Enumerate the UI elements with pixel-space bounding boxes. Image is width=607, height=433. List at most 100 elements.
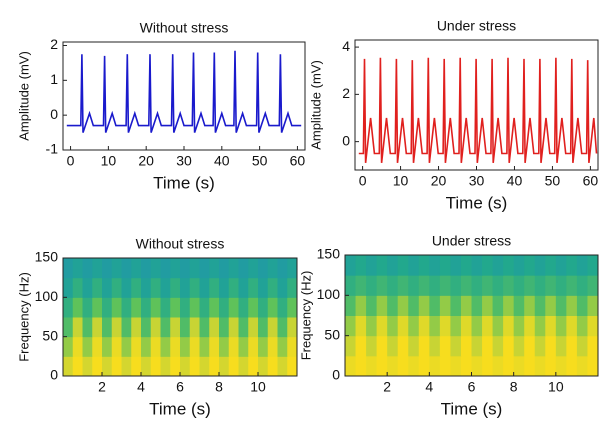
heatmap-cell (576, 355, 588, 377)
heatmap-cell (513, 295, 525, 316)
heatmap-cell (219, 356, 230, 377)
heatmap-cell (267, 356, 278, 377)
y-tick-label: 2 (50, 36, 58, 52)
heatmap-cell (587, 355, 599, 377)
heatmap-cell (72, 356, 83, 377)
heatmap-cell (450, 255, 462, 276)
heatmap-cell (408, 335, 420, 357)
x-axis-label: Time (s) (446, 193, 508, 212)
heatmap-cell (366, 275, 378, 296)
heatmap-cell (111, 277, 122, 298)
heatmap-cell (566, 335, 578, 357)
heatmap-cell (576, 335, 588, 357)
x-tick-label: 2 (98, 379, 106, 395)
heatmap-cell (471, 275, 483, 296)
heatmap-cell (131, 317, 142, 338)
heatmap-cell (102, 336, 113, 357)
heatmap-cell (228, 297, 239, 318)
y-axis-label: Frequency (Hz) (16, 272, 31, 362)
heatmap-cell (534, 295, 546, 316)
heatmap-cell (150, 297, 161, 318)
heatmap-cell (258, 277, 269, 298)
heatmap-cell (376, 315, 388, 337)
heatmap-cell (209, 317, 220, 338)
heatmap-cell (219, 336, 230, 357)
heatmap-cell (258, 258, 269, 279)
heatmap-cell (503, 275, 515, 296)
heatmap-cell (429, 255, 441, 276)
heatmap-cell (72, 297, 83, 318)
x-tick-label: 30 (469, 173, 485, 189)
chart-title: Without stress (136, 236, 225, 252)
heatmap-cell (141, 297, 152, 318)
heatmap-cell (228, 277, 239, 298)
heatmap-cell (111, 258, 122, 279)
x-axis-label: Time (s) (153, 173, 215, 192)
heatmap-cell (72, 258, 83, 279)
heatmap-cell (170, 336, 181, 357)
heatmap-cell (513, 255, 525, 276)
y-axis-label: Amplitude (mV) (308, 60, 323, 150)
heatmap-cell (492, 255, 504, 276)
heatmap-cell (387, 355, 399, 377)
heatmap-cell (277, 317, 288, 338)
chart-title: Under stress (432, 233, 511, 249)
heatmap-cell (199, 297, 210, 318)
heatmap-cell (287, 297, 298, 318)
y-tick-label: -1 (46, 141, 59, 157)
heatmap-cell (209, 297, 220, 318)
heatmap-cell (248, 356, 259, 377)
heatmap-cell (492, 355, 504, 377)
heatmap-cell (238, 297, 249, 318)
heatmap-cell (131, 297, 142, 318)
heatmap-cell (555, 275, 567, 296)
x-tick-label: 40 (214, 153, 230, 169)
heatmap-cell (366, 255, 378, 276)
heatmap-cell (418, 335, 430, 357)
heatmap-cell (576, 255, 588, 276)
x-tick-label: 2 (383, 379, 391, 395)
heatmap-cell (209, 356, 220, 377)
heatmap-cell (82, 297, 93, 318)
heatmap-cell (180, 258, 191, 279)
heatmap-cell (345, 315, 357, 337)
heatmap-cell (131, 258, 142, 279)
heatmap-cell (355, 315, 367, 337)
heatmap-cell (267, 336, 278, 357)
heatmap-cell (180, 317, 191, 338)
heatmap-cell (513, 315, 525, 337)
y-tick-label: 150 (35, 249, 59, 265)
heatmap-cell (471, 295, 483, 316)
heatmap-cell (238, 336, 249, 357)
heatmap-cell (189, 356, 200, 377)
heatmap-cell (524, 315, 536, 337)
heatmap-cell (460, 275, 472, 296)
heatmap-cell (587, 335, 599, 357)
heatmap-cell (471, 255, 483, 276)
heatmap-cell (160, 258, 171, 279)
heatmap-cell (460, 295, 472, 316)
heatmap-cell (387, 275, 399, 296)
heatmap-cell (102, 356, 113, 377)
heatmap-cell (545, 255, 557, 276)
heatmap-cell (102, 317, 113, 338)
heatmap-cell (576, 295, 588, 316)
heatmap-cell (92, 258, 103, 279)
heatmap-cell (287, 258, 298, 279)
heatmap-cell (439, 315, 451, 337)
y-tick-label: 1 (50, 71, 58, 87)
heatmap-cell (180, 277, 191, 298)
y-tick-label: 0 (50, 367, 58, 383)
heatmap-cell (534, 275, 546, 296)
heatmap-cell (366, 355, 378, 377)
heatmap-cell (82, 356, 93, 377)
heatmap-cell (189, 297, 200, 318)
heatmap-cell (131, 336, 142, 357)
heatmap-cell (534, 315, 546, 337)
heatmap-cell (287, 336, 298, 357)
heatmap-cell (513, 355, 525, 377)
heatmap-cell (460, 335, 472, 357)
heatmap-cell (534, 335, 546, 357)
heatmap-cell (258, 356, 269, 377)
